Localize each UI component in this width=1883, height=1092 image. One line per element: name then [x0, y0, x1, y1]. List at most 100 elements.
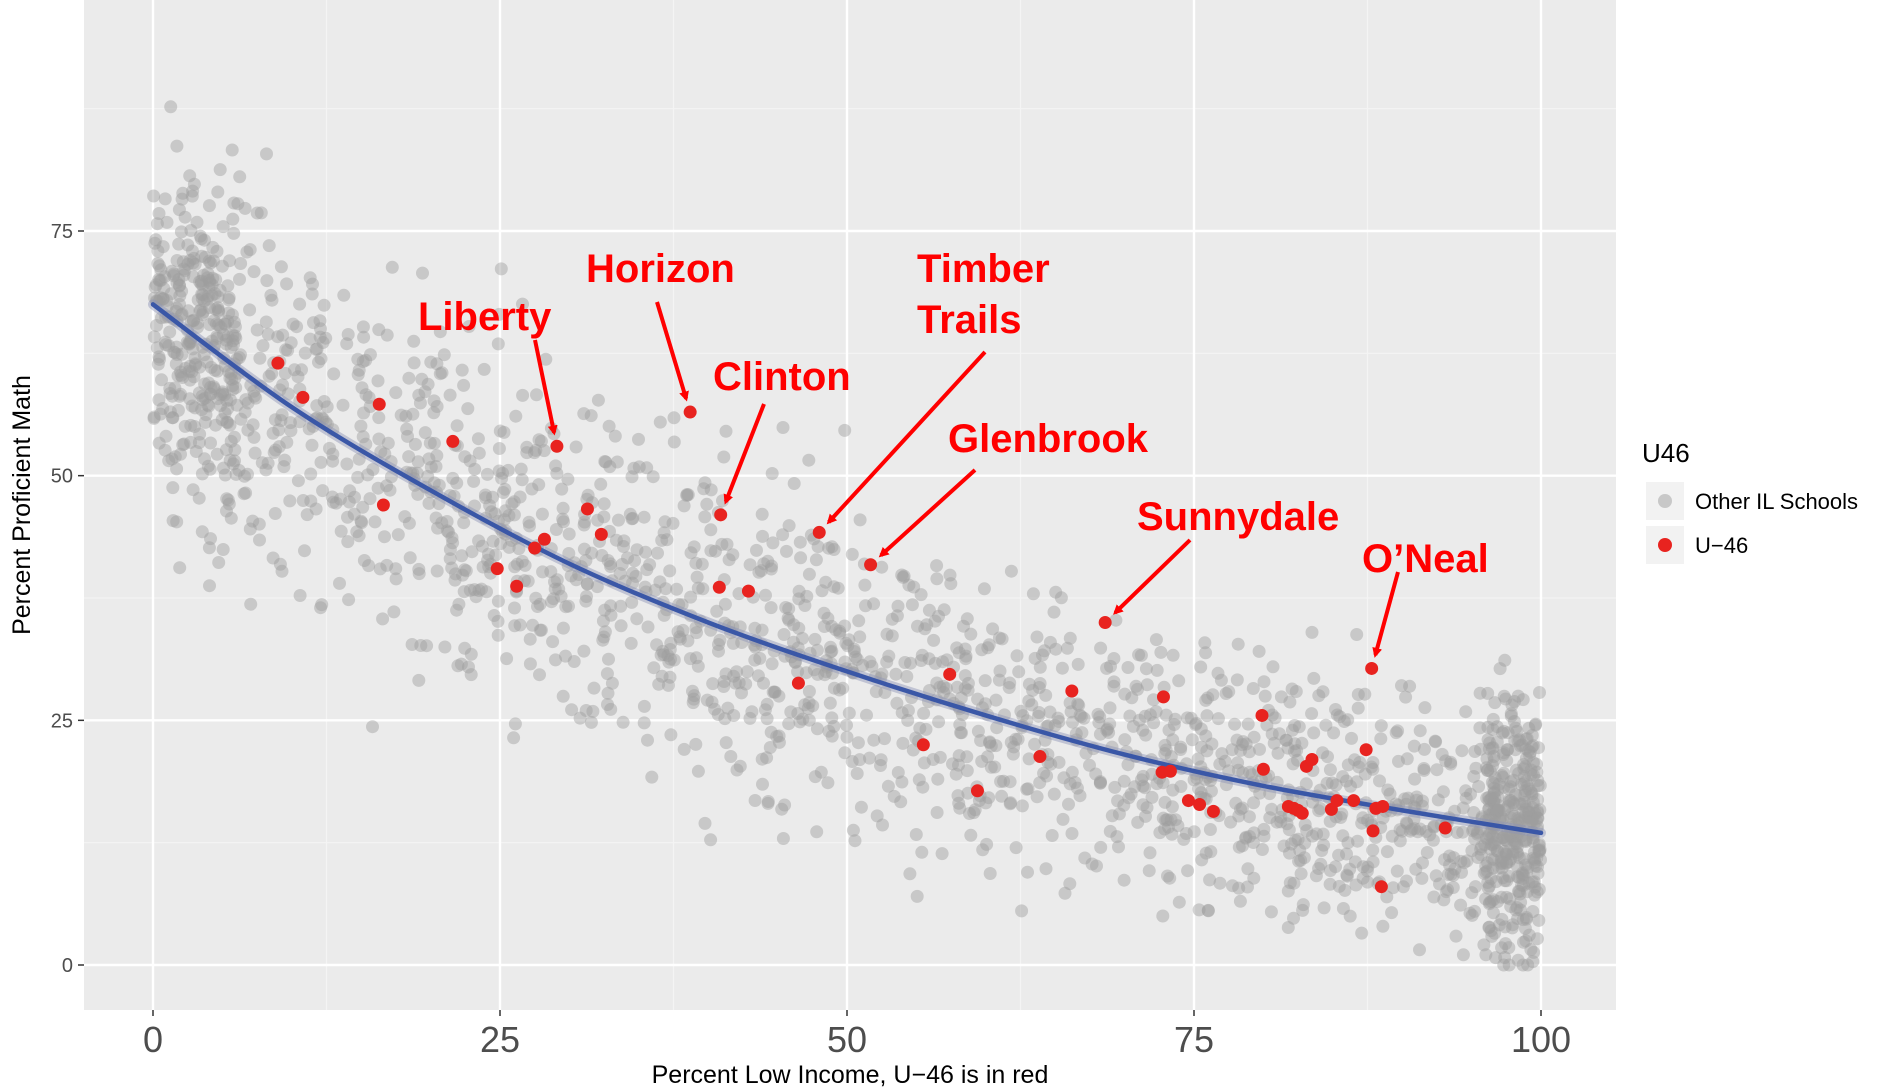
point-other — [1481, 856, 1495, 870]
point-other — [1513, 739, 1527, 753]
point-other — [1265, 727, 1279, 741]
point-other — [794, 551, 808, 565]
point-other — [1295, 736, 1309, 750]
point-other — [1320, 776, 1334, 790]
point-other — [667, 435, 681, 449]
point-other — [1283, 876, 1297, 890]
point-other — [1492, 777, 1506, 791]
point-other — [309, 502, 323, 516]
point-other — [1491, 844, 1504, 858]
point-other — [221, 330, 235, 344]
point-other — [801, 701, 815, 715]
point-other — [1241, 880, 1254, 894]
point-other — [315, 598, 329, 612]
point-other — [788, 655, 802, 669]
point-other — [1408, 822, 1421, 836]
point-other — [154, 263, 168, 277]
point-other — [252, 517, 266, 531]
point-other — [1239, 737, 1253, 751]
point-other — [1228, 717, 1242, 731]
point-other — [1531, 811, 1544, 825]
point-other — [643, 558, 657, 572]
point-other — [170, 276, 184, 290]
point-other — [202, 199, 216, 213]
point-other — [838, 423, 852, 437]
point-other — [946, 757, 959, 771]
point-other — [1158, 738, 1172, 752]
point-other — [452, 597, 466, 611]
point-other — [1486, 806, 1500, 820]
point-other — [228, 430, 241, 444]
point-other — [1498, 874, 1512, 888]
point-other — [272, 423, 286, 437]
point-other — [1530, 804, 1544, 818]
point-other — [211, 392, 225, 406]
point-other — [880, 655, 894, 669]
point-other — [197, 294, 211, 308]
point-other — [935, 847, 949, 861]
point-other — [1507, 809, 1521, 823]
point-other — [526, 618, 540, 632]
point-other — [1500, 856, 1513, 870]
point-other — [748, 621, 762, 635]
point-other — [1513, 887, 1527, 901]
point-u46 — [916, 738, 930, 752]
point-other — [798, 599, 812, 612]
point-other — [1341, 713, 1355, 727]
point-other — [1039, 688, 1053, 702]
point-other — [413, 396, 427, 410]
point-other — [193, 304, 207, 318]
point-other — [983, 735, 997, 749]
point-other — [411, 455, 425, 469]
point-other — [1525, 728, 1539, 742]
point-other — [166, 411, 180, 425]
point-other — [530, 388, 543, 402]
point-other — [227, 226, 241, 240]
point-other — [1340, 774, 1353, 788]
point-other — [1109, 613, 1123, 627]
point-other — [894, 795, 908, 809]
point-other — [1503, 892, 1517, 906]
point-other — [919, 722, 933, 736]
point-other — [651, 546, 664, 560]
point-other — [689, 651, 703, 665]
point-other — [600, 667, 614, 681]
annotation-label: Glenbrook — [948, 417, 1149, 461]
point-other — [250, 323, 264, 337]
point-other — [254, 206, 268, 220]
point-other — [1195, 853, 1209, 867]
point-other — [371, 481, 385, 495]
point-other — [555, 482, 569, 496]
point-other — [1525, 814, 1539, 828]
point-other — [671, 625, 685, 639]
point-other — [1499, 847, 1513, 861]
point-other — [689, 737, 703, 751]
point-other — [232, 351, 246, 365]
point-other — [1112, 807, 1126, 821]
point-other — [597, 497, 611, 511]
point-other — [378, 530, 391, 544]
point-other — [958, 681, 972, 695]
point-other — [1253, 786, 1267, 800]
point-other — [691, 764, 705, 778]
point-other — [1526, 768, 1540, 782]
point-other — [1064, 705, 1078, 719]
point-other — [768, 685, 782, 699]
point-other — [752, 565, 766, 579]
point-other — [802, 684, 816, 698]
point-other — [195, 287, 209, 301]
point-other — [206, 240, 220, 254]
point-other — [780, 544, 793, 558]
point-other — [1117, 798, 1131, 812]
point-other — [1408, 772, 1422, 786]
point-other — [1413, 724, 1427, 738]
point-other — [1201, 691, 1215, 705]
point-other — [326, 447, 340, 461]
point-other — [1520, 911, 1533, 924]
point-other — [1162, 723, 1176, 737]
point-other — [458, 641, 472, 655]
point-other — [791, 707, 805, 720]
point-other — [215, 413, 229, 427]
point-other — [859, 599, 872, 613]
point-other — [626, 576, 639, 590]
